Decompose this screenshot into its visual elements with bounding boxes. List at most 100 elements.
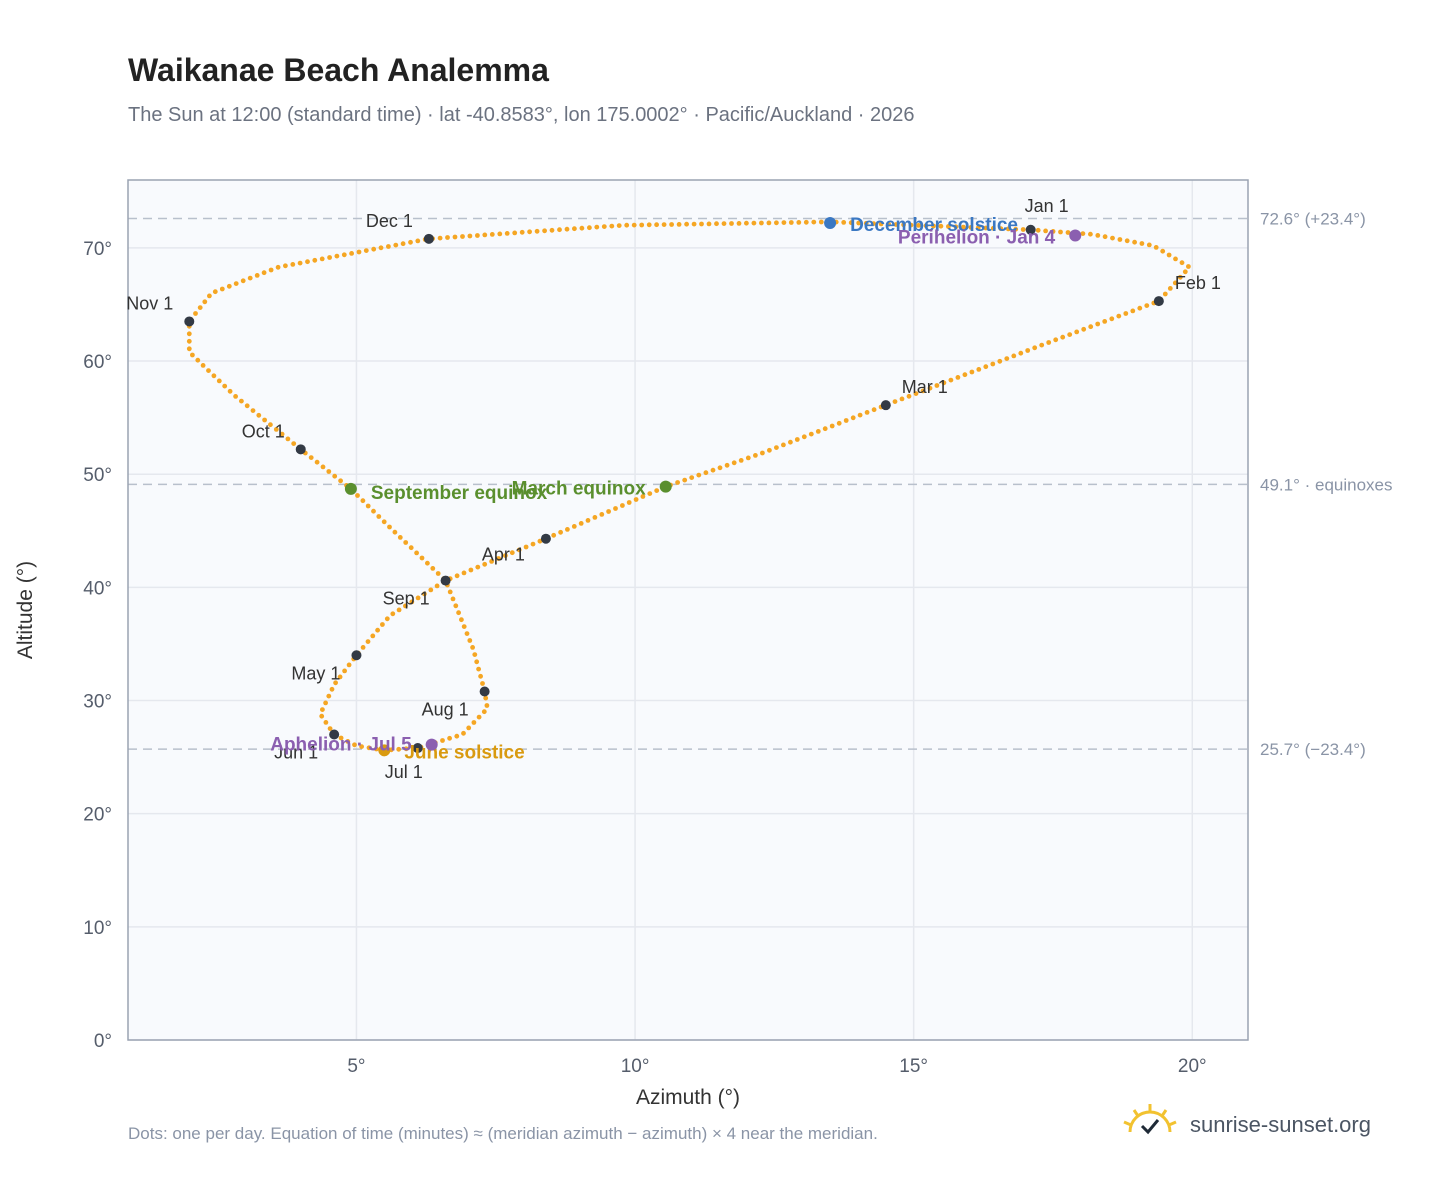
daily-sun-dot <box>484 703 490 708</box>
month-label: Mar 1 <box>902 377 948 397</box>
daily-sun-dot <box>1011 353 1017 359</box>
daily-sun-dot <box>788 439 793 445</box>
daily-sun-dot <box>997 358 1003 364</box>
daily-sun-dot <box>916 223 921 228</box>
daily-sun-dot <box>731 460 737 466</box>
daily-sun-dot <box>425 560 430 566</box>
daily-sun-dot <box>467 233 473 239</box>
daily-sun-dot <box>333 680 338 686</box>
daily-sun-dot <box>327 255 332 260</box>
daily-sun-dot <box>371 246 377 252</box>
daily-sun-dot <box>558 529 563 535</box>
daily-sun-dot <box>613 506 618 511</box>
daily-sun-dot <box>342 668 347 674</box>
plot-area <box>128 180 1248 1040</box>
daily-sun-dot <box>338 478 343 484</box>
daily-sun-dot <box>1123 311 1129 316</box>
daily-sun-dot <box>400 241 406 247</box>
daily-sun-dot <box>240 278 246 284</box>
daily-sun-dot <box>262 417 267 423</box>
daily-sun-dot <box>422 591 427 597</box>
daily-sun-dot <box>519 229 525 235</box>
daily-sun-dot <box>1130 308 1136 314</box>
daily-sun-dot <box>639 222 645 228</box>
daily-sun-dot <box>512 230 518 236</box>
daily-sun-dot <box>319 713 325 719</box>
daily-sun-dot <box>509 550 515 556</box>
daily-sun-dot <box>841 220 847 225</box>
daily-sun-dot <box>447 589 453 595</box>
daily-sun-dot <box>927 385 933 391</box>
daily-sun-dot <box>459 617 464 623</box>
daily-sun-dot <box>390 611 396 617</box>
daily-sun-dot <box>724 462 730 468</box>
daily-sun-dot <box>1095 321 1101 327</box>
daily-sun-dot <box>323 700 328 706</box>
daily-sun-dot <box>578 521 584 526</box>
daily-sun-dot <box>481 709 487 715</box>
event-label: September equinox <box>371 483 548 504</box>
daily-sun-dot <box>1177 274 1183 280</box>
month-label: Dec 1 <box>366 211 413 231</box>
daily-sun-dot <box>268 267 274 273</box>
month-marker <box>1025 224 1036 235</box>
event-label: June solstice <box>404 742 524 763</box>
month-label: Sep 1 <box>383 589 430 609</box>
daily-sun-dot <box>414 550 419 556</box>
daily-sun-dot <box>579 225 585 231</box>
daily-sun-dot <box>461 624 467 629</box>
daily-sun-dot <box>592 515 598 520</box>
daily-sun-dot <box>435 571 441 576</box>
daily-sun-dot <box>1074 329 1080 335</box>
daily-sun-dot <box>186 338 192 344</box>
daily-sun-dot <box>360 645 366 650</box>
daily-sun-dot <box>871 407 877 413</box>
event-marker <box>344 482 357 495</box>
daily-sun-dot <box>338 735 344 741</box>
daily-sun-dot <box>387 524 392 530</box>
daily-sun-dot <box>863 220 869 226</box>
brand-name: sunrise-sunset.org <box>1190 1112 1371 1137</box>
daily-sun-dot <box>454 573 460 579</box>
daily-sun-dot <box>1018 350 1024 356</box>
daily-sun-dot <box>1067 332 1073 337</box>
daily-sun-dot <box>983 364 989 370</box>
daily-sun-dot <box>363 248 369 254</box>
daily-sun-dot <box>1088 231 1093 237</box>
daily-sun-dot <box>467 638 473 643</box>
daily-sun-dot <box>1080 231 1086 237</box>
daily-sun-dot <box>647 491 653 496</box>
daily-sun-dot <box>466 725 472 731</box>
chart-footnote: Dots: one per day. Equation of time (min… <box>128 1124 878 1143</box>
daily-sun-dot <box>864 410 870 415</box>
daily-sun-dot <box>534 228 540 234</box>
daily-sun-dot <box>955 375 961 380</box>
daily-sun-dot <box>626 500 632 505</box>
month-label: Jan 1 <box>1025 196 1069 216</box>
daily-sun-dot <box>366 745 372 751</box>
daily-sun-dot <box>384 616 390 622</box>
daily-sun-dot <box>472 652 478 657</box>
daily-sun-dot <box>285 436 291 442</box>
daily-sun-dot <box>346 662 352 668</box>
daily-sun-dot <box>233 281 239 286</box>
daily-sun-dot <box>815 429 821 434</box>
daily-sun-dot <box>601 224 607 230</box>
daily-sun-dot <box>474 659 480 665</box>
daily-sun-dot <box>803 219 809 225</box>
brand-logo[interactable]: sunrise-sunset.org <box>1120 1100 1400 1150</box>
daily-sun-dot <box>297 260 303 266</box>
daily-sun-dot <box>599 512 605 517</box>
event-label: March equinox <box>512 479 647 500</box>
daily-sun-dot <box>631 222 637 228</box>
daily-sun-dot <box>606 509 611 514</box>
daily-sun-dot <box>460 234 465 239</box>
daily-sun-dot <box>320 707 325 712</box>
daily-sun-dot <box>359 744 364 749</box>
daily-sun-dot <box>352 742 357 748</box>
daily-sun-dot <box>908 222 914 228</box>
daily-sun-dot <box>594 224 600 230</box>
daily-sun-dot <box>774 220 779 226</box>
daily-sun-dot <box>452 234 458 240</box>
daily-sun-dot <box>654 488 660 493</box>
